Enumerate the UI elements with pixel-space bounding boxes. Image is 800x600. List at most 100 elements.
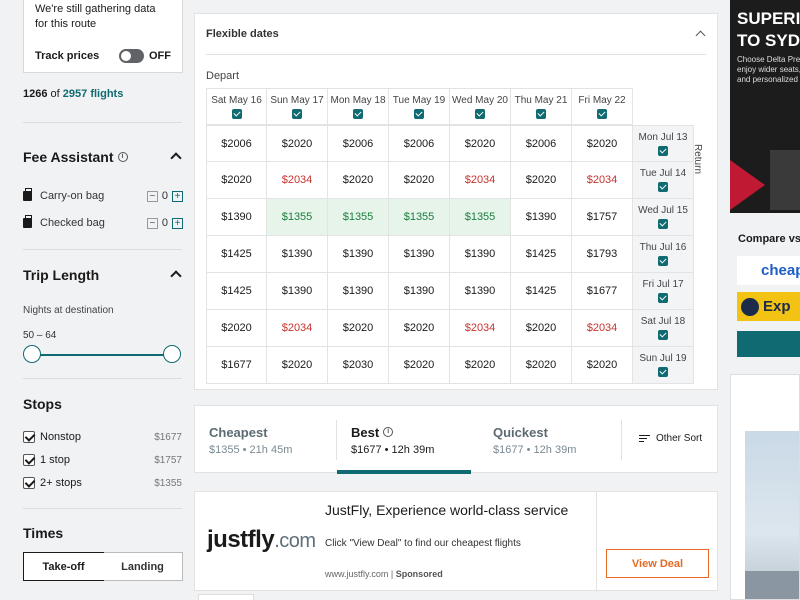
toggle-switch-icon[interactable] [119,49,144,63]
price-cell[interactable]: $1425 [511,273,572,310]
price-cell[interactable]: $2020 [511,310,572,347]
price-cell[interactable]: $1355 [450,199,511,236]
checkbox-checked-icon[interactable] [658,219,668,229]
compare-expedia-button[interactable]: Exp [737,292,800,321]
price-cell[interactable]: $1390 [267,273,328,310]
price-cell[interactable]: $2034 [450,310,511,347]
price-cell[interactable]: $1757 [572,199,633,236]
price-cell[interactable]: $2030 [328,347,389,384]
price-cell[interactable]: $2020 [511,347,572,384]
checkbox-checked-icon[interactable] [23,454,35,466]
nights-slider-track[interactable] [32,354,172,356]
tab-cheapest[interactable]: Cheapest $1355 • 21h 45m [195,406,336,474]
price-cell[interactable]: $2020 [511,162,572,199]
price-cell[interactable]: $1425 [511,236,572,273]
price-cell[interactable]: $2020 [389,162,450,199]
price-cell[interactable]: $2020 [572,347,633,384]
checkbox-checked-icon[interactable] [292,108,302,119]
ad-title[interactable]: JustFly, Experience world-class service [325,502,569,518]
times-title[interactable]: Times [23,525,63,541]
price-cell[interactable]: $1390 [389,273,450,310]
checkbox-checked-icon[interactable] [414,108,424,119]
price-cell[interactable]: $2020 [206,162,267,199]
city-banner-ad[interactable] [730,374,800,600]
checkbox-checked-icon[interactable] [353,108,363,119]
compare-more-button[interactable] [737,331,800,357]
compare-cheapoair-button[interactable]: cheap [737,256,800,285]
price-cell[interactable]: $2034 [572,310,633,347]
tab-take-off[interactable]: Take-off [23,552,104,581]
price-cell[interactable]: $2020 [389,347,450,384]
checkbox-checked-icon[interactable] [658,293,668,303]
chevron-up-icon[interactable] [170,152,182,164]
price-cell[interactable]: $1390 [450,236,511,273]
minus-icon[interactable]: − [146,190,158,202]
checkbox-checked-icon[interactable] [658,367,668,377]
price-cell[interactable]: $1390 [206,199,267,236]
tab-quickest[interactable]: Quickest $1677 • 12h 39m [479,406,621,474]
nights-slider-min-handle[interactable] [23,345,41,363]
fee-assistant-title[interactable]: Fee Assistant i [23,149,128,165]
price-cell[interactable]: $2006 [389,125,450,162]
price-cell[interactable]: $1390 [328,273,389,310]
stop-option-nonstop[interactable]: Nonstop $1677 [23,431,182,443]
price-cell[interactable]: $2020 [450,347,511,384]
price-cell[interactable]: $1425 [206,236,267,273]
plus-icon[interactable]: + [172,217,183,229]
price-cell[interactable]: $2020 [206,310,267,347]
price-cell[interactable]: $2020 [572,125,633,162]
price-cell[interactable]: $1390 [267,236,328,273]
price-cell[interactable]: $1425 [206,273,267,310]
price-cell[interactable]: $2020 [328,162,389,199]
price-cell[interactable]: $1355 [389,199,450,236]
price-cell[interactable]: $1793 [572,236,633,273]
price-cell[interactable]: $2020 [389,310,450,347]
price-cell[interactable]: $2020 [267,125,328,162]
price-cell[interactable]: $2006 [328,125,389,162]
price-cell[interactable]: $2034 [267,162,328,199]
price-cell[interactable]: $1390 [511,199,572,236]
plus-icon[interactable]: + [172,190,183,202]
price-cell[interactable]: $1390 [389,236,450,273]
delta-banner-ad[interactable]: SUPERIO TO SYDN Choose Delta Premi enjoy… [730,0,800,213]
price-cell[interactable]: $2020 [267,347,328,384]
checkbox-checked-icon[interactable] [536,108,546,119]
minus-icon[interactable]: − [146,217,158,229]
price-cell[interactable]: $2020 [450,125,511,162]
stop-option-1-stop[interactable]: 1 stop $1757 [23,454,182,466]
price-cell[interactable]: $1390 [328,236,389,273]
info-icon[interactable]: i [383,427,394,437]
tab-best[interactable]: Best i $1677 • 12h 39m [337,406,479,474]
price-cell[interactable]: $2034 [572,162,633,199]
price-cell[interactable]: $1355 [328,199,389,236]
trip-length-title[interactable]: Trip Length [23,267,99,283]
checkbox-checked-icon[interactable] [658,256,668,266]
stop-option-2-plus-stops[interactable]: 2+ stops $1355 [23,477,182,489]
tab-landing[interactable]: Landing [103,553,182,580]
nights-slider-max-handle[interactable] [163,345,181,363]
price-cell[interactable]: $2034 [450,162,511,199]
checkbox-checked-icon[interactable] [658,182,668,192]
checkbox-checked-icon[interactable] [658,330,668,340]
checkbox-checked-icon[interactable] [23,477,35,489]
chevron-up-icon[interactable] [695,30,706,41]
view-deal-button[interactable]: View Deal [606,549,709,578]
other-sort-button[interactable]: Other Sort [639,433,702,444]
price-cell[interactable]: $2034 [267,310,328,347]
checkbox-checked-icon[interactable] [23,431,35,443]
price-cell[interactable]: $2020 [328,310,389,347]
price-cell[interactable]: $2006 [206,125,267,162]
price-cell[interactable]: $1390 [450,273,511,310]
checkbox-checked-icon[interactable] [658,145,668,156]
checkbox-checked-icon[interactable] [231,108,242,119]
checkbox-checked-icon[interactable] [475,108,485,119]
flexible-dates-title[interactable]: Flexible dates [206,28,279,40]
checkbox-checked-icon[interactable] [597,108,607,119]
sponsored-ad-card[interactable]: justfly.com JustFly, Experience world-cl… [194,491,718,592]
price-cell[interactable]: $1677 [206,347,267,384]
stops-title[interactable]: Stops [23,396,62,412]
info-icon[interactable]: i [117,152,128,162]
chevron-up-icon[interactable] [170,270,182,282]
price-cell[interactable]: $1355 [267,199,328,236]
track-prices-toggle[interactable]: OFF [119,49,171,63]
